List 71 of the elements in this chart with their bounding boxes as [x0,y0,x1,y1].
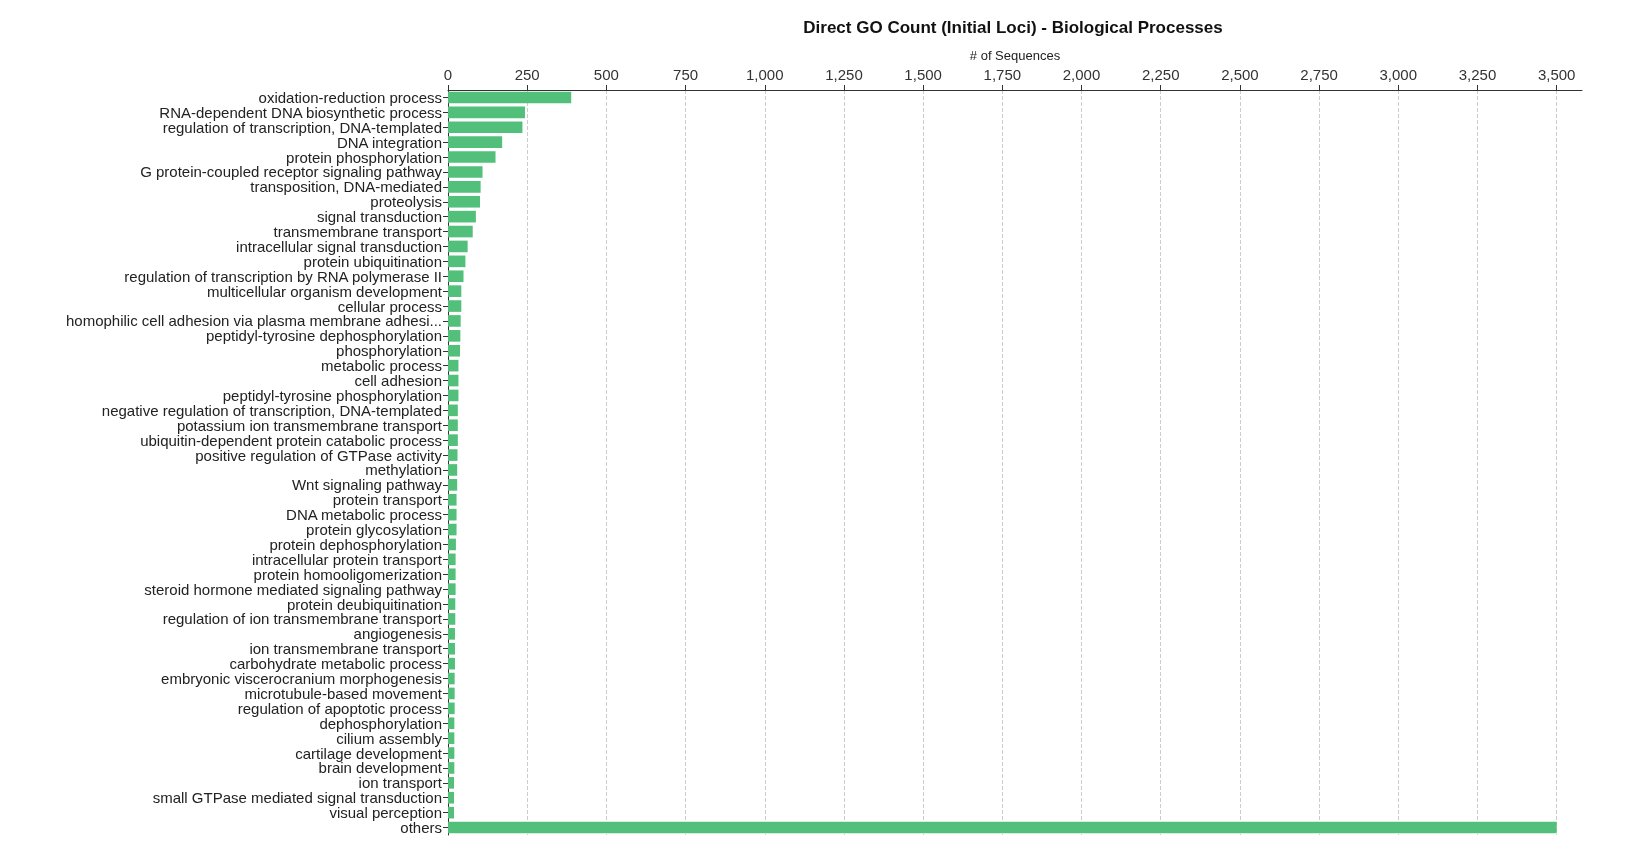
x-tick-label: 1,750 [983,66,1022,83]
x-tick-label: 2,000 [1062,66,1101,83]
bar [448,508,457,521]
bar [448,479,458,491]
y-tick-label: oxidation-reduction process [258,88,442,106]
bar [448,359,459,372]
bar [448,121,523,134]
bar [448,717,455,730]
bar [448,538,456,551]
bar [448,806,455,819]
bar [448,464,458,476]
bar [448,821,1557,834]
bar [448,642,455,655]
bar [448,240,468,253]
bar [448,583,456,595]
bar [448,628,455,640]
x-tick-label: 250 [514,66,540,83]
bar [448,672,455,685]
bar [448,330,461,342]
y-tick-label: regulation of apoptotic process [237,699,442,717]
bar [448,613,456,625]
bar [448,434,458,446]
x-tick-label: 1,000 [745,66,784,83]
bar [448,598,456,610]
bar [448,404,458,417]
x-tick-label: 1,250 [825,66,863,83]
bar [448,553,456,566]
x-tick-label: 750 [673,66,699,83]
bar [448,181,481,193]
x-tick-label: 3,250 [1458,66,1497,83]
x-tick-label: 500 [593,66,619,83]
x-tick-label: 0 [443,66,453,83]
bar [448,747,455,759]
bar [448,777,455,789]
bar [448,791,455,804]
bar [448,374,459,387]
bar [448,493,457,506]
bar [448,657,455,670]
bar [448,91,572,104]
x-tick-label: 2,250 [1141,66,1180,83]
bar [448,419,458,432]
bar [448,270,464,283]
y-tick-label: peptidyl-tyrosine phosphorylation [222,386,442,404]
bar [448,225,473,238]
x-axis-title: # of Sequences [969,48,1061,64]
bar [448,151,496,163]
bar [448,136,503,148]
bar [448,210,476,223]
bar [448,687,455,700]
bar [448,344,461,357]
bar [448,702,455,715]
bar [448,568,456,581]
bar [448,195,480,208]
bar [448,449,458,461]
chart-title: Direct GO Count (Initial Loci) - Biological Processes [803,18,1223,37]
x-tick-label: 3,000 [1379,66,1418,83]
bar [448,389,459,402]
bar [448,732,455,744]
x-tick-label: 1,500 [904,66,942,83]
bar [448,285,462,297]
bar [448,255,466,268]
x-tick-label: 3,500 [1537,66,1576,83]
x-tick-label: 2,500 [1221,66,1259,83]
y-tick-label: proteolysis [370,193,442,211]
bar [448,762,455,774]
bar [448,315,461,327]
bar [448,106,525,119]
bar [448,166,483,178]
x-tick-label: 2,750 [1300,66,1338,83]
bar [448,523,457,536]
bar [448,300,462,312]
